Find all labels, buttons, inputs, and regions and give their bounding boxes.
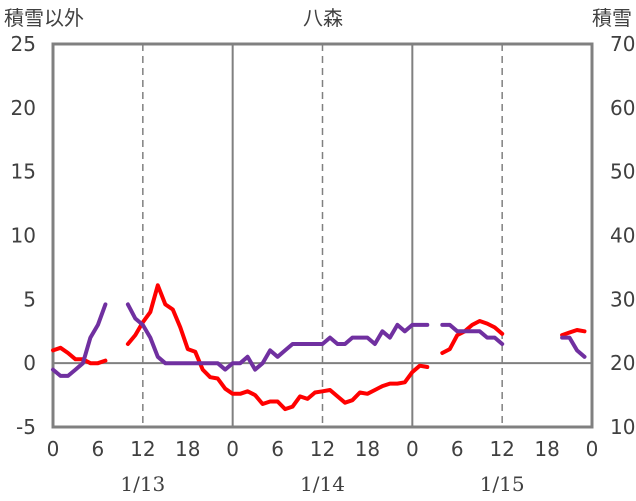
y-left-ticks: 25 20 15 10 5 0 -5 [11, 32, 36, 439]
y-right-tick-label: 70 [610, 32, 635, 56]
y-right-ticks: 70 60 50 40 30 20 10 [610, 32, 635, 439]
series-2-line [51, 302, 108, 378]
x-tick-label: 12 [489, 437, 514, 461]
x-tick-label: 12 [310, 437, 335, 461]
x-tick-label: 18 [175, 437, 200, 461]
day-label: 1/14 [300, 472, 345, 496]
series-1-line [125, 283, 430, 412]
series-1-line [440, 319, 505, 355]
y-left-tick-label: -5 [16, 415, 36, 439]
day-labels: 1/13 1/14 1/15 [120, 472, 524, 496]
day-label: 1/15 [480, 472, 525, 496]
x-tick-label: 6 [271, 437, 284, 461]
y-right-tick-label: 30 [610, 287, 635, 311]
y-right-tick-label: 40 [610, 224, 635, 248]
y-left-tick-label: 10 [11, 224, 36, 248]
x-tick-label: 12 [130, 437, 155, 461]
x-tick-label: 0 [586, 437, 599, 461]
series-1-line [560, 328, 587, 338]
y-left-tick-label: 15 [11, 160, 36, 184]
y-right-tick-label: 50 [610, 160, 635, 184]
x-tick-label: 6 [451, 437, 464, 461]
y-right-tick-label: 10 [610, 415, 635, 439]
x-tick-label: 0 [226, 437, 239, 461]
series-lines [51, 283, 587, 412]
left-axis-label: 積雪以外 [4, 6, 84, 30]
series-2-line [440, 322, 505, 346]
x-tick-label: 0 [406, 437, 419, 461]
x-tick-label: 18 [355, 437, 380, 461]
y-left-tick-label: 25 [11, 32, 36, 56]
series-2-line [125, 302, 430, 372]
right-axis-label: 積雪 [592, 6, 632, 30]
x-ticks: 0 6 12 18 0 6 12 18 0 6 12 18 0 [47, 437, 599, 461]
chart-title: 八森 [303, 6, 343, 30]
y-left-tick-label: 0 [23, 351, 36, 375]
y-right-tick-label: 20 [610, 351, 635, 375]
day-label: 1/13 [120, 472, 165, 496]
y-left-tick-label: 5 [23, 287, 36, 311]
y-right-tick-label: 60 [610, 96, 635, 120]
x-tick-label: 6 [92, 437, 105, 461]
series-2-line [560, 335, 587, 359]
x-tick-label: 0 [47, 437, 60, 461]
x-tick-label: 18 [534, 437, 559, 461]
y-left-tick-label: 20 [11, 96, 36, 120]
series-1-line [51, 345, 108, 366]
